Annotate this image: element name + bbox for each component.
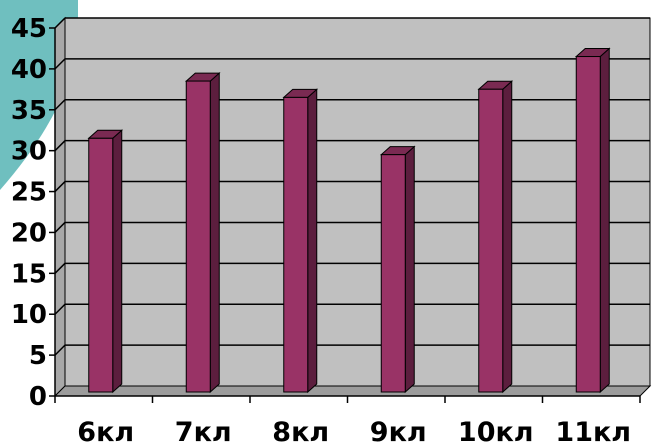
y-tick-label: 10 xyxy=(11,300,47,330)
bar xyxy=(478,88,504,393)
x-category-label: 11кл xyxy=(555,417,631,446)
x-category-label: 10кл xyxy=(458,417,534,446)
gridline-side xyxy=(54,221,66,233)
plot-floor xyxy=(53,385,652,397)
bar-side xyxy=(599,47,610,394)
y-tick-label: 25 xyxy=(11,178,47,208)
y-tick-label: 5 xyxy=(29,341,47,371)
x-category-label: 7кл xyxy=(175,417,232,446)
y-tick-label: 45 xyxy=(11,14,47,44)
bar-side xyxy=(307,88,318,394)
gridline-side xyxy=(54,181,66,193)
x-category-label: 6кл xyxy=(77,417,134,446)
gridline-side xyxy=(54,140,66,152)
bar-side xyxy=(502,80,513,394)
x-category-label: 9кл xyxy=(370,417,427,446)
y-tick-label: 35 xyxy=(11,96,47,126)
gridline-side xyxy=(54,99,66,111)
gridline-side xyxy=(54,344,66,356)
gridline-side xyxy=(54,262,66,274)
plot-back-wall xyxy=(64,17,651,387)
bar xyxy=(575,56,601,393)
bar xyxy=(283,96,309,393)
bar-side xyxy=(404,145,415,394)
gridline-side xyxy=(54,303,66,315)
plot-side-wall xyxy=(54,16,66,398)
y-tick-label: 0 xyxy=(29,382,47,412)
bar-side xyxy=(112,129,123,394)
y-tick-label: 30 xyxy=(11,137,47,167)
gridline-side xyxy=(54,58,66,70)
y-tick-label: 20 xyxy=(11,218,47,248)
x-category-label: 8кл xyxy=(272,417,329,446)
y-tick-label: 40 xyxy=(11,55,47,85)
bar xyxy=(185,80,211,393)
bar xyxy=(380,154,406,393)
y-tick-label: 15 xyxy=(11,259,47,289)
bar-side xyxy=(209,71,220,394)
bar xyxy=(88,137,114,393)
gridline-side xyxy=(54,17,66,29)
